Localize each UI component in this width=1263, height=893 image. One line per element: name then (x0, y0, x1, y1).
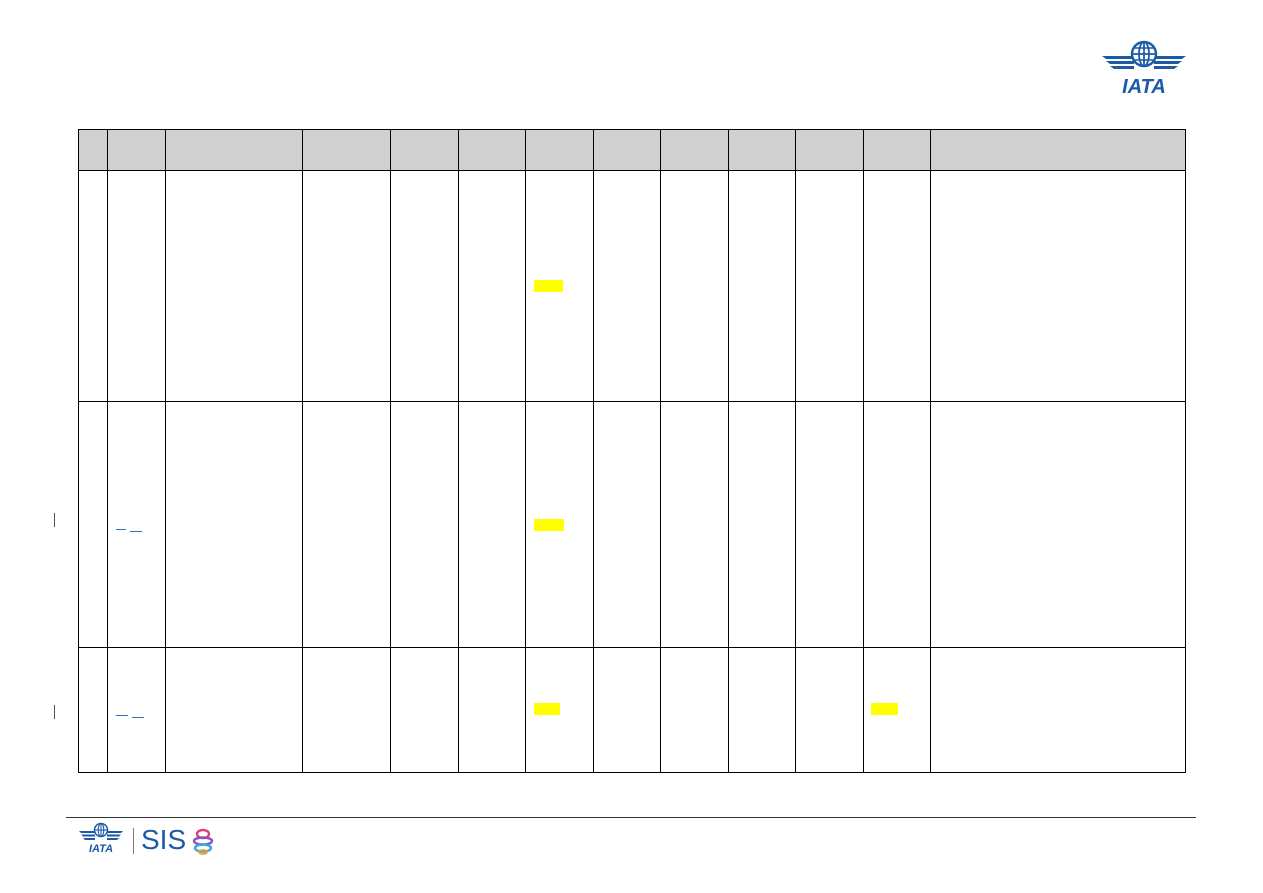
column-header (863, 129, 931, 171)
svg-text:IATA: IATA (1122, 76, 1166, 96)
table-cell (863, 647, 931, 773)
table-cell (78, 170, 108, 402)
hyperlink-mark[interactable] (116, 519, 126, 530)
table-cell (593, 170, 661, 402)
column-header (795, 129, 864, 171)
iata-footer-logo-icon: IATA (79, 822, 123, 854)
svg-text:IATA: IATA (89, 843, 113, 854)
table-cell (165, 170, 303, 402)
table-cell (863, 401, 931, 648)
table-row (78, 401, 1186, 648)
table-cell (107, 647, 166, 773)
hyperlink-mark[interactable] (116, 705, 128, 716)
highlight-mark (871, 703, 898, 715)
sis-swirl-icon (192, 828, 214, 855)
highlight-mark (534, 519, 564, 531)
table-cell (458, 170, 526, 402)
column-header (660, 129, 729, 171)
table-cell (660, 401, 729, 648)
highlight-mark (534, 280, 563, 292)
table-cell (930, 647, 1186, 773)
footer-divider (66, 817, 1196, 818)
margin-change-mark (54, 513, 55, 527)
table-cell (795, 401, 864, 648)
table-cell (728, 170, 796, 402)
margin-change-mark (54, 705, 55, 719)
table-cell (593, 647, 661, 773)
footer-separator (133, 828, 134, 854)
table-cell (458, 401, 526, 648)
table-cell (390, 170, 459, 402)
table-cell (525, 401, 594, 648)
table-header-row (78, 129, 1186, 171)
table-row (78, 170, 1186, 402)
table-cell (930, 170, 1186, 402)
table-cell (302, 647, 391, 773)
table-cell (795, 170, 864, 402)
column-header (458, 129, 526, 171)
column-header (525, 129, 594, 171)
table-cell (525, 170, 594, 402)
table-cell (458, 647, 526, 773)
iata-logo-icon: IATA (1102, 40, 1186, 96)
table-cell (302, 170, 391, 402)
hyperlink-mark[interactable] (130, 521, 142, 532)
data-table (78, 129, 1186, 773)
table-cell (78, 647, 108, 773)
table-cell (165, 647, 303, 773)
column-header (728, 129, 796, 171)
column-header (78, 129, 108, 171)
table-cell (390, 401, 459, 648)
table-row (78, 647, 1186, 773)
highlight-mark (534, 703, 560, 715)
column-header (390, 129, 459, 171)
sis-product-name: SIS (141, 824, 187, 855)
table-cell (78, 401, 108, 648)
table-cell (302, 401, 391, 648)
table-cell (165, 401, 303, 648)
table-cell (107, 170, 166, 402)
table-cell (795, 647, 864, 773)
table-cell (863, 170, 931, 402)
table-cell (660, 647, 729, 773)
column-header (593, 129, 661, 171)
table-cell (525, 647, 594, 773)
column-header (930, 129, 1186, 171)
table-cell (593, 401, 661, 648)
table-cell (107, 401, 166, 648)
table-cell (660, 170, 729, 402)
table-cell (930, 401, 1186, 648)
hyperlink-mark[interactable] (132, 707, 144, 718)
table-cell (728, 647, 796, 773)
table-cell (728, 401, 796, 648)
column-header (165, 129, 303, 171)
table-cell (390, 647, 459, 773)
column-header (107, 129, 166, 171)
column-header (302, 129, 391, 171)
